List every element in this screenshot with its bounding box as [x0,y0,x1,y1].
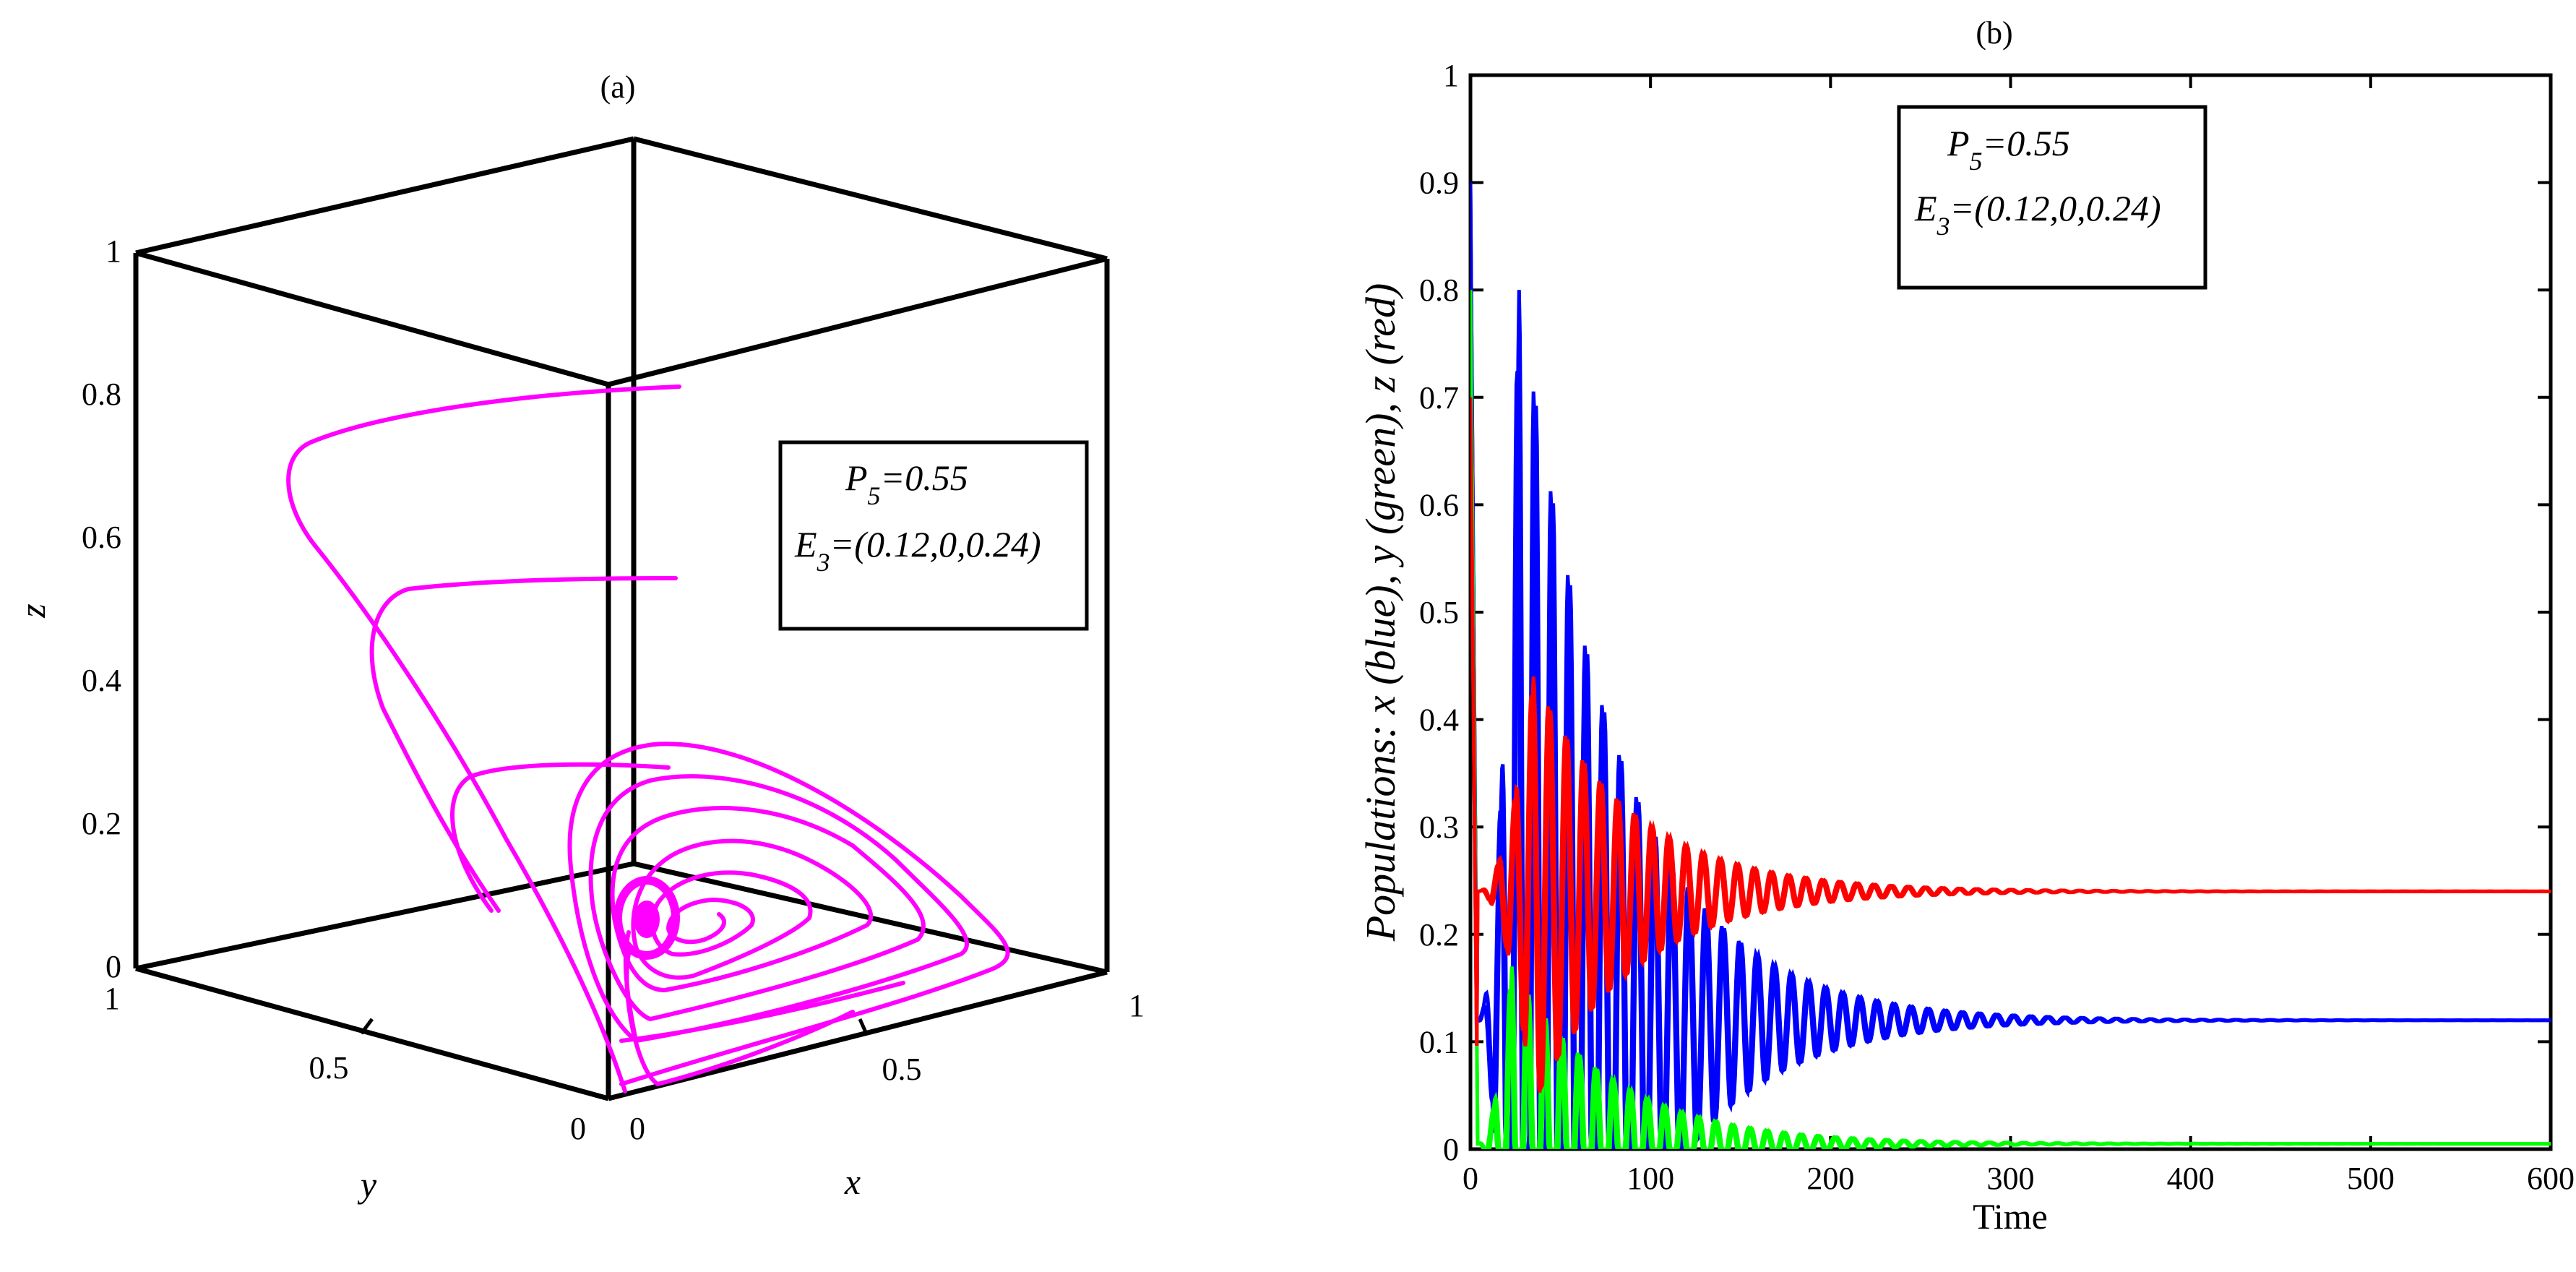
x-tick-mark [858,1018,868,1034]
y-axis-line [135,966,609,1101]
equilibrium-point [634,901,660,938]
y-tick-label: 0.4 [1419,702,1459,738]
trajectory-1 [286,384,681,1093]
annotation-frame [778,440,1089,631]
panel-a-trajectories [286,384,1010,1093]
box-edge [135,250,609,387]
panel-a-x-ticks: 0 0.5 1 [629,988,1145,1146]
y-axis-label: y [357,1164,377,1205]
z-tick-label: 0.8 [82,377,121,412]
panel-b-time-series: (b) 0 0.1 0.2 0.3 0.4 0.5 0.6 0.7 0.8 0.9 1 0 100 20… [1357,15,2575,1237]
annotation-frame [1897,105,2207,290]
series-line-y [1470,290,2551,1149]
z-tick-label: 1 [105,233,121,269]
annotation-param: P5=0.55 [845,457,968,510]
y-tick-label: 0.1 [1419,1024,1459,1060]
trajectory-2 [369,576,678,913]
annotation-equilibrium: E3=(0.12,0,0.24) [1914,188,2161,241]
annotation-param: P5=0.55 [1947,123,2070,176]
series-line-x [1470,182,2551,1149]
z-tick-label: 0.2 [82,806,121,841]
box-edge [633,136,1108,262]
x-tick-label: 600 [2527,1161,2575,1196]
series-line-z [1470,397,2551,1093]
y-tick-label: 1 [104,981,120,1016]
z-tick-label: 0 [105,949,121,984]
panel-a-z-ticks: 0 0.2 0.4 0.6 0.8 1 [82,233,121,984]
y-tick-label: 0.9 [1419,166,1459,201]
x-tick-label: 400 [2167,1161,2215,1196]
panel-a-3d-plot: (a) 0 0.2 0.4 0.6 0.8 1 1 [12,69,1145,1205]
panel-a-annotation-box: P5=0.55 E3=(0.12,0,0.24) [778,440,1089,631]
panel-a-y-ticks: 1 0.5 0 [104,981,586,1146]
x-axis-label: Time [1973,1196,2048,1237]
y-tick-label: 0.5 [309,1050,349,1086]
panel-b-y-ticks: 0 0.1 0.2 0.3 0.4 0.5 0.6 0.7 0.8 0.9 1 [1419,58,2551,1167]
trajectory-spiral-tail [619,981,905,1043]
panel-b-series [1470,182,2551,1149]
y-tick-label: 0.5 [1419,595,1459,630]
box-edge [135,861,634,971]
x-tick-label: 300 [1987,1161,2035,1196]
z-tick-label: 0.6 [82,520,121,555]
box-edge [608,256,1108,387]
x-axis-label: x [844,1161,861,1202]
z-axis-label: z [12,603,53,618]
panel-a-equilibrium-focus [613,876,680,960]
trajectory-spiral-outer [567,742,1010,1086]
panel-b-annotation-box: P5=0.55 E3=(0.12,0,0.24) [1897,105,2207,290]
x-tick-label: 200 [1806,1161,1854,1196]
z-tick-label: 0.4 [82,663,121,698]
equilibrium-ring [613,876,680,960]
x-axis-line [608,969,1108,1101]
y-tick-label: 0 [1443,1132,1459,1167]
y-tick-label: 0.3 [1419,809,1459,845]
box-edge [135,136,634,256]
x-tick-label: 1 [1129,988,1145,1023]
y-tick-label: 0 [570,1111,586,1146]
x-tick-label: 500 [2347,1161,2395,1196]
y-tick-label: 1 [1443,58,1459,93]
y-tick-label: 0.7 [1419,380,1459,416]
y-tick-label: 0.6 [1419,487,1459,523]
panel-a-box [133,136,1110,1101]
y-tick-mark [360,1018,374,1035]
y-axis-label: Populations: x (blue), y (green), z (red… [1357,283,1404,942]
x-tick-label: 100 [1627,1161,1674,1196]
panel-b-title: (b) [1976,15,2012,51]
y-tick-label: 0.8 [1419,272,1459,308]
trajectory-3 [450,762,671,913]
x-tick-label: 0 [629,1111,645,1146]
panel-a-title: (a) [600,69,636,105]
panel-b-x-ticks: 0 100 200 300 400 500 600 [1463,75,2575,1196]
y-tick-label: 0.2 [1419,917,1459,953]
x-tick-label: 0.5 [882,1052,922,1087]
x-tick-label: 0 [1463,1161,1478,1196]
annotation-equilibrium: E3=(0.12,0,0.24) [794,524,1041,577]
